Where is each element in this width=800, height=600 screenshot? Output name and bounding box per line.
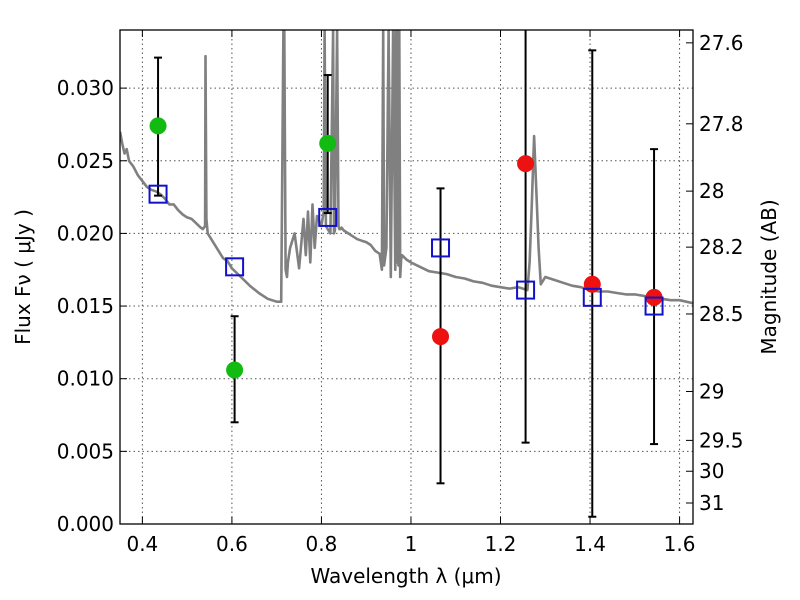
green-point (226, 361, 244, 379)
model-flux-box (431, 238, 451, 258)
right-tick-label: 30 (699, 459, 724, 483)
green-point (319, 134, 337, 152)
sed-curve-layer (120, 30, 693, 305)
green-point (149, 117, 167, 135)
plot-area (120, 30, 693, 524)
x-tick-label: 1.4 (574, 532, 606, 556)
right-axis-title: Magnitude (AB) (757, 199, 781, 354)
red-point (432, 328, 450, 346)
x-tick-label: 1.6 (664, 532, 696, 556)
right-axis-ticks: 27.6 27.8 28 28.2 28.5 29 29.5 30 31 (686, 31, 744, 515)
model-flux-box (148, 184, 168, 204)
sed-model-curve (120, 30, 693, 305)
y-tick-label: 0.025 (57, 149, 114, 173)
x-tick-label: 0.8 (306, 532, 338, 556)
grid (120, 30, 693, 524)
y-tick-label: 0.000 (57, 512, 114, 536)
marker-layer (148, 117, 664, 379)
x-tick-label: 1.2 (485, 532, 517, 556)
y-tick-label: 0.015 (57, 294, 114, 318)
right-tick-label: 28.5 (699, 302, 744, 326)
y-tick-label: 0.005 (57, 439, 114, 463)
right-tick-label: 28 (699, 179, 724, 203)
y-tick-label: 0.030 (57, 76, 114, 100)
x-tick-label: 0.4 (126, 532, 158, 556)
y-axis-ticks: 0.000 0.005 0.010 0.015 0.020 0.025 0.030 (57, 76, 127, 536)
y-axis-title: Flux Fν ( μJy ) (11, 209, 35, 345)
right-tick-label: 29 (699, 379, 724, 403)
red-point (517, 155, 535, 173)
x-axis-title: Wavelength λ (μm) (310, 564, 501, 588)
right-tick-label: 28.2 (699, 235, 744, 259)
x-tick-label: 0.6 (216, 532, 248, 556)
red-point (583, 275, 601, 293)
right-tick-label: 27.6 (699, 31, 744, 55)
y-tick-label: 0.010 (57, 367, 114, 391)
right-tick-label: 31 (699, 491, 724, 515)
model-flux-box (644, 296, 664, 316)
plot-frame (119, 29, 694, 525)
y-tick-label: 0.020 (57, 221, 114, 245)
model-flux-box (582, 287, 602, 307)
right-tick-label: 27.8 (699, 112, 744, 136)
x-tick-label: 1 (405, 532, 418, 556)
right-tick-label: 29.5 (699, 428, 744, 452)
model-flux-box (516, 280, 536, 300)
model-flux-box (225, 257, 245, 277)
model-flux-box (318, 207, 338, 227)
x-axis-ticks: 0.4 0.6 0.8 1 1.2 1.4 1.6 (126, 30, 695, 556)
